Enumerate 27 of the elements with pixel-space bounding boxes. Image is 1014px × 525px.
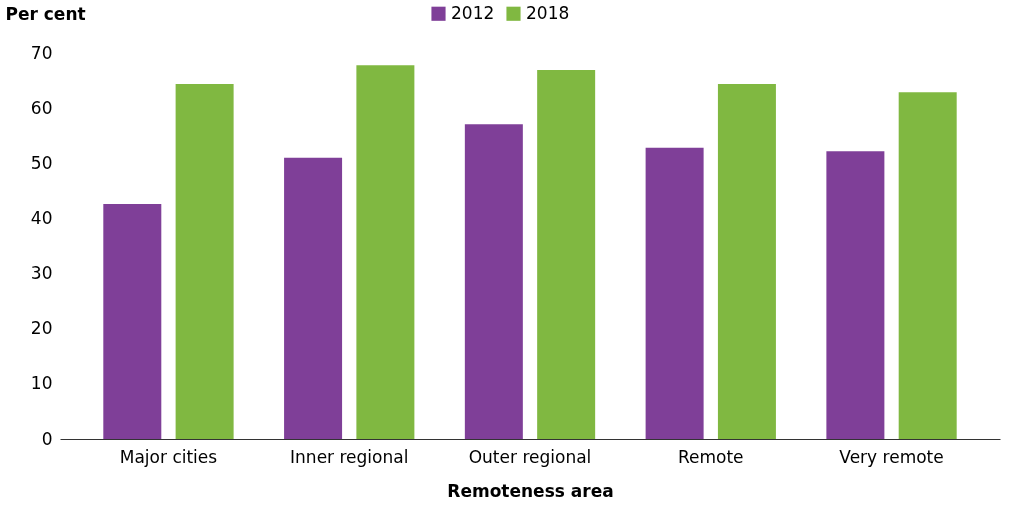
bar [826,151,885,439]
bar [537,70,596,439]
bar [898,92,957,439]
y-tick-label: 0 [41,428,53,449]
bar [464,124,523,439]
bar [717,83,776,439]
y-tick-label: 40 [30,207,53,228]
y-tick-label: 30 [30,263,53,284]
legend-label: 2018 [526,2,570,23]
x-axis-title: Remoteness area [447,480,614,501]
y-tick-label: 50 [30,152,53,173]
y-tick-label: 70 [30,42,53,63]
bar [103,204,162,439]
y-axis-title: Per cent [5,3,86,24]
x-tick-label: Remote [677,446,744,467]
y-tick-label: 20 [30,318,53,339]
y-tick-label: 60 [30,97,53,118]
x-tick-label: Major cities [119,446,218,467]
bar [356,65,415,439]
legend-label: 2012 [451,2,495,23]
x-tick-label: Outer regional [468,446,592,467]
bar [175,83,234,439]
y-tick-label: 10 [30,373,53,394]
bar [284,157,343,439]
x-tick-label: Inner regional [290,446,409,467]
bar [645,147,704,439]
x-tick-label: Very remote [839,446,944,467]
